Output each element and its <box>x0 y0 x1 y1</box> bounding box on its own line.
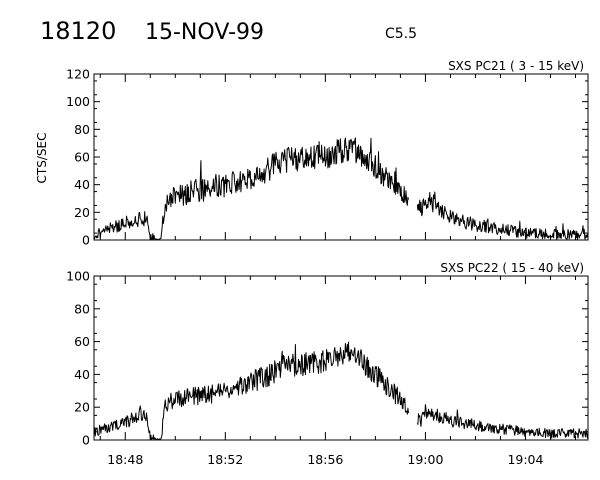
y-tick-label: 60 <box>74 150 90 165</box>
panel-label-pc21: SXS PC21 ( 3 - 15 keV) <box>448 59 584 73</box>
y-tick-label: 20 <box>74 205 90 220</box>
y-tick-label: 80 <box>74 301 90 316</box>
y-tick-label: 100 <box>66 94 90 109</box>
y-tick-label: 120 <box>66 67 90 82</box>
y-axis-label: CTS/SEC <box>35 133 49 184</box>
y-tick-label: 40 <box>74 177 90 192</box>
y-tick-label: 40 <box>74 367 90 382</box>
plot-frame <box>93 275 589 441</box>
y-tick-label: 0 <box>82 233 90 248</box>
event-date: 15-NOV-99 <box>145 20 264 45</box>
panel-pc22: 0 20 40 60 80 100 18:48 18:52 18:56 19:00 19:04 <box>66 269 589 467</box>
x-tick-label: 18:52 <box>207 452 243 467</box>
event-id: 18120 <box>40 17 116 45</box>
panel-pc21: 0 20 40 60 80 100 120 <box>66 67 589 248</box>
x-tick-label: 18:56 <box>307 452 343 467</box>
x-tick-label: 19:04 <box>507 452 543 467</box>
flare-class: C5.5 <box>385 26 417 42</box>
x-tick-label: 19:00 <box>407 452 443 467</box>
y-tick-label: 60 <box>74 334 90 349</box>
y-tick-label: 20 <box>74 400 90 415</box>
series-line <box>93 137 589 241</box>
y-tick-label: 0 <box>82 433 90 448</box>
y-tick-label: 100 <box>66 269 90 284</box>
panel-label-pc22: SXS PC22 ( 15 - 40 keV) <box>440 261 584 275</box>
x-tick-label: 18:48 <box>107 452 143 467</box>
y-tick-label: 80 <box>74 122 90 137</box>
series-line <box>93 341 589 441</box>
